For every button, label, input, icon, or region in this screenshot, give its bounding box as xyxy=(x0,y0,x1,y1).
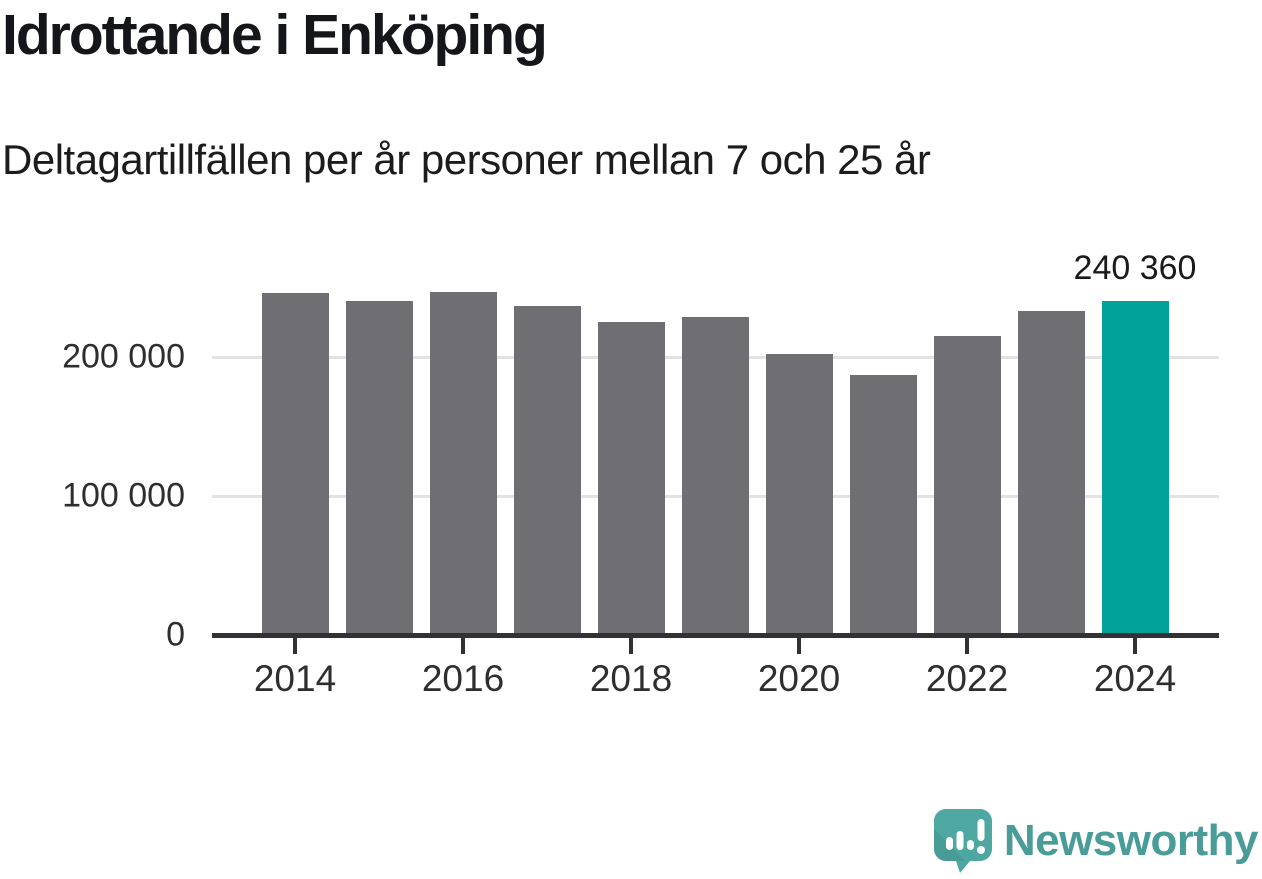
x-axis-tick-2018 xyxy=(629,638,633,654)
bar-2019 xyxy=(681,317,749,635)
x-axis-label-2016: 2016 xyxy=(421,658,505,699)
x-axis-tick-2014 xyxy=(293,638,297,654)
x-axis-label-2020: 2020 xyxy=(757,658,841,699)
y-axis-label-0: 0 xyxy=(166,615,185,654)
bar-2021 xyxy=(849,375,917,635)
x-axis-tick-2016 xyxy=(461,638,465,654)
newsworthy-logo: Newsworthy xyxy=(932,807,1259,875)
x-axis-tick-2022 xyxy=(965,638,969,654)
x-axis-label-2014: 2014 xyxy=(253,658,337,699)
x-axis-tick-2024 xyxy=(1133,638,1137,654)
bar-2020 xyxy=(765,353,833,635)
bar-2014 xyxy=(261,293,329,635)
y-axis-label-200000: 200 000 xyxy=(62,337,185,376)
x-axis-label-2024: 2024 xyxy=(1093,658,1177,699)
bar-2015 xyxy=(345,301,413,635)
x-axis-tick-2020 xyxy=(797,638,801,654)
newsworthy-logo-icon xyxy=(933,809,992,873)
x-axis-line xyxy=(212,633,1219,638)
y-axis-label-100000: 100 000 xyxy=(62,476,185,515)
bar-2018 xyxy=(597,322,665,635)
bar-2023 xyxy=(1017,311,1085,635)
newsworthy-logo-text: Newsworthy xyxy=(1003,816,1259,865)
bar-2022 xyxy=(933,336,1001,635)
chart-title: Idrottande i Enköping xyxy=(2,3,548,67)
bar-2024 xyxy=(1101,300,1169,635)
bar-2016 xyxy=(429,292,497,635)
x-axis-label-2018: 2018 xyxy=(589,658,673,699)
chart-subtitle: Deltagartillfällen per år personer mella… xyxy=(2,136,931,183)
highlight-value-label: 240 360 xyxy=(1073,248,1197,287)
x-axis-label-2022: 2022 xyxy=(925,658,1009,699)
bar-2017 xyxy=(513,305,581,635)
